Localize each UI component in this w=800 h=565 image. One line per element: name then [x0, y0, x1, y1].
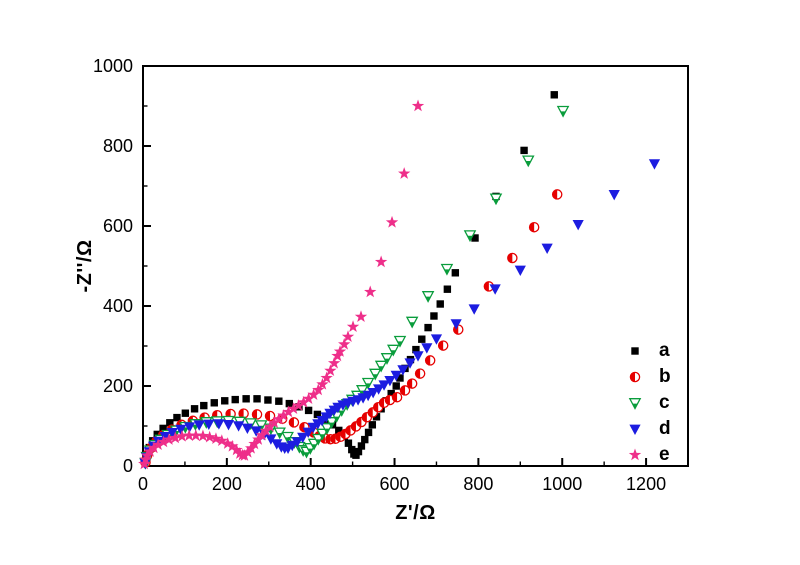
legend-label-d: d: [659, 418, 671, 439]
legend-item-a: a: [626, 338, 671, 364]
x-axis-title: Z'/Ω: [395, 502, 436, 524]
legend-marker-e-icon: [626, 446, 644, 464]
svg-text:1200: 1200: [626, 474, 666, 494]
svg-text:0: 0: [138, 474, 148, 494]
legend-item-c: c: [626, 390, 671, 416]
legend-label-c: c: [659, 392, 670, 413]
legend-item-b: b: [626, 364, 671, 390]
svg-text:600: 600: [380, 474, 410, 494]
legend-marker-d-icon: [626, 420, 644, 438]
svg-text:800: 800: [463, 474, 493, 494]
svg-text:200: 200: [212, 474, 242, 494]
svg-text:600: 600: [103, 216, 133, 236]
svg-text:200: 200: [103, 376, 133, 396]
legend-marker-b-icon: [626, 368, 644, 386]
legend-label-b: b: [659, 366, 671, 387]
svg-text:1000: 1000: [93, 56, 133, 76]
legend-item-d: d: [626, 416, 671, 442]
svg-text:400: 400: [296, 474, 326, 494]
legend-item-e: e: [626, 442, 671, 468]
svg-text:1000: 1000: [542, 474, 582, 494]
svg-text:0: 0: [123, 456, 133, 476]
legend-marker-c-icon: [626, 394, 644, 412]
legend-label-a: a: [659, 340, 670, 361]
svg-text:400: 400: [103, 296, 133, 316]
y-axis-title: -Z''/Ω: [74, 239, 96, 293]
legend: a b c d e: [626, 338, 671, 468]
svg-text:800: 800: [103, 136, 133, 156]
legend-marker-a-icon: [626, 342, 644, 360]
legend-label-e: e: [659, 444, 670, 465]
